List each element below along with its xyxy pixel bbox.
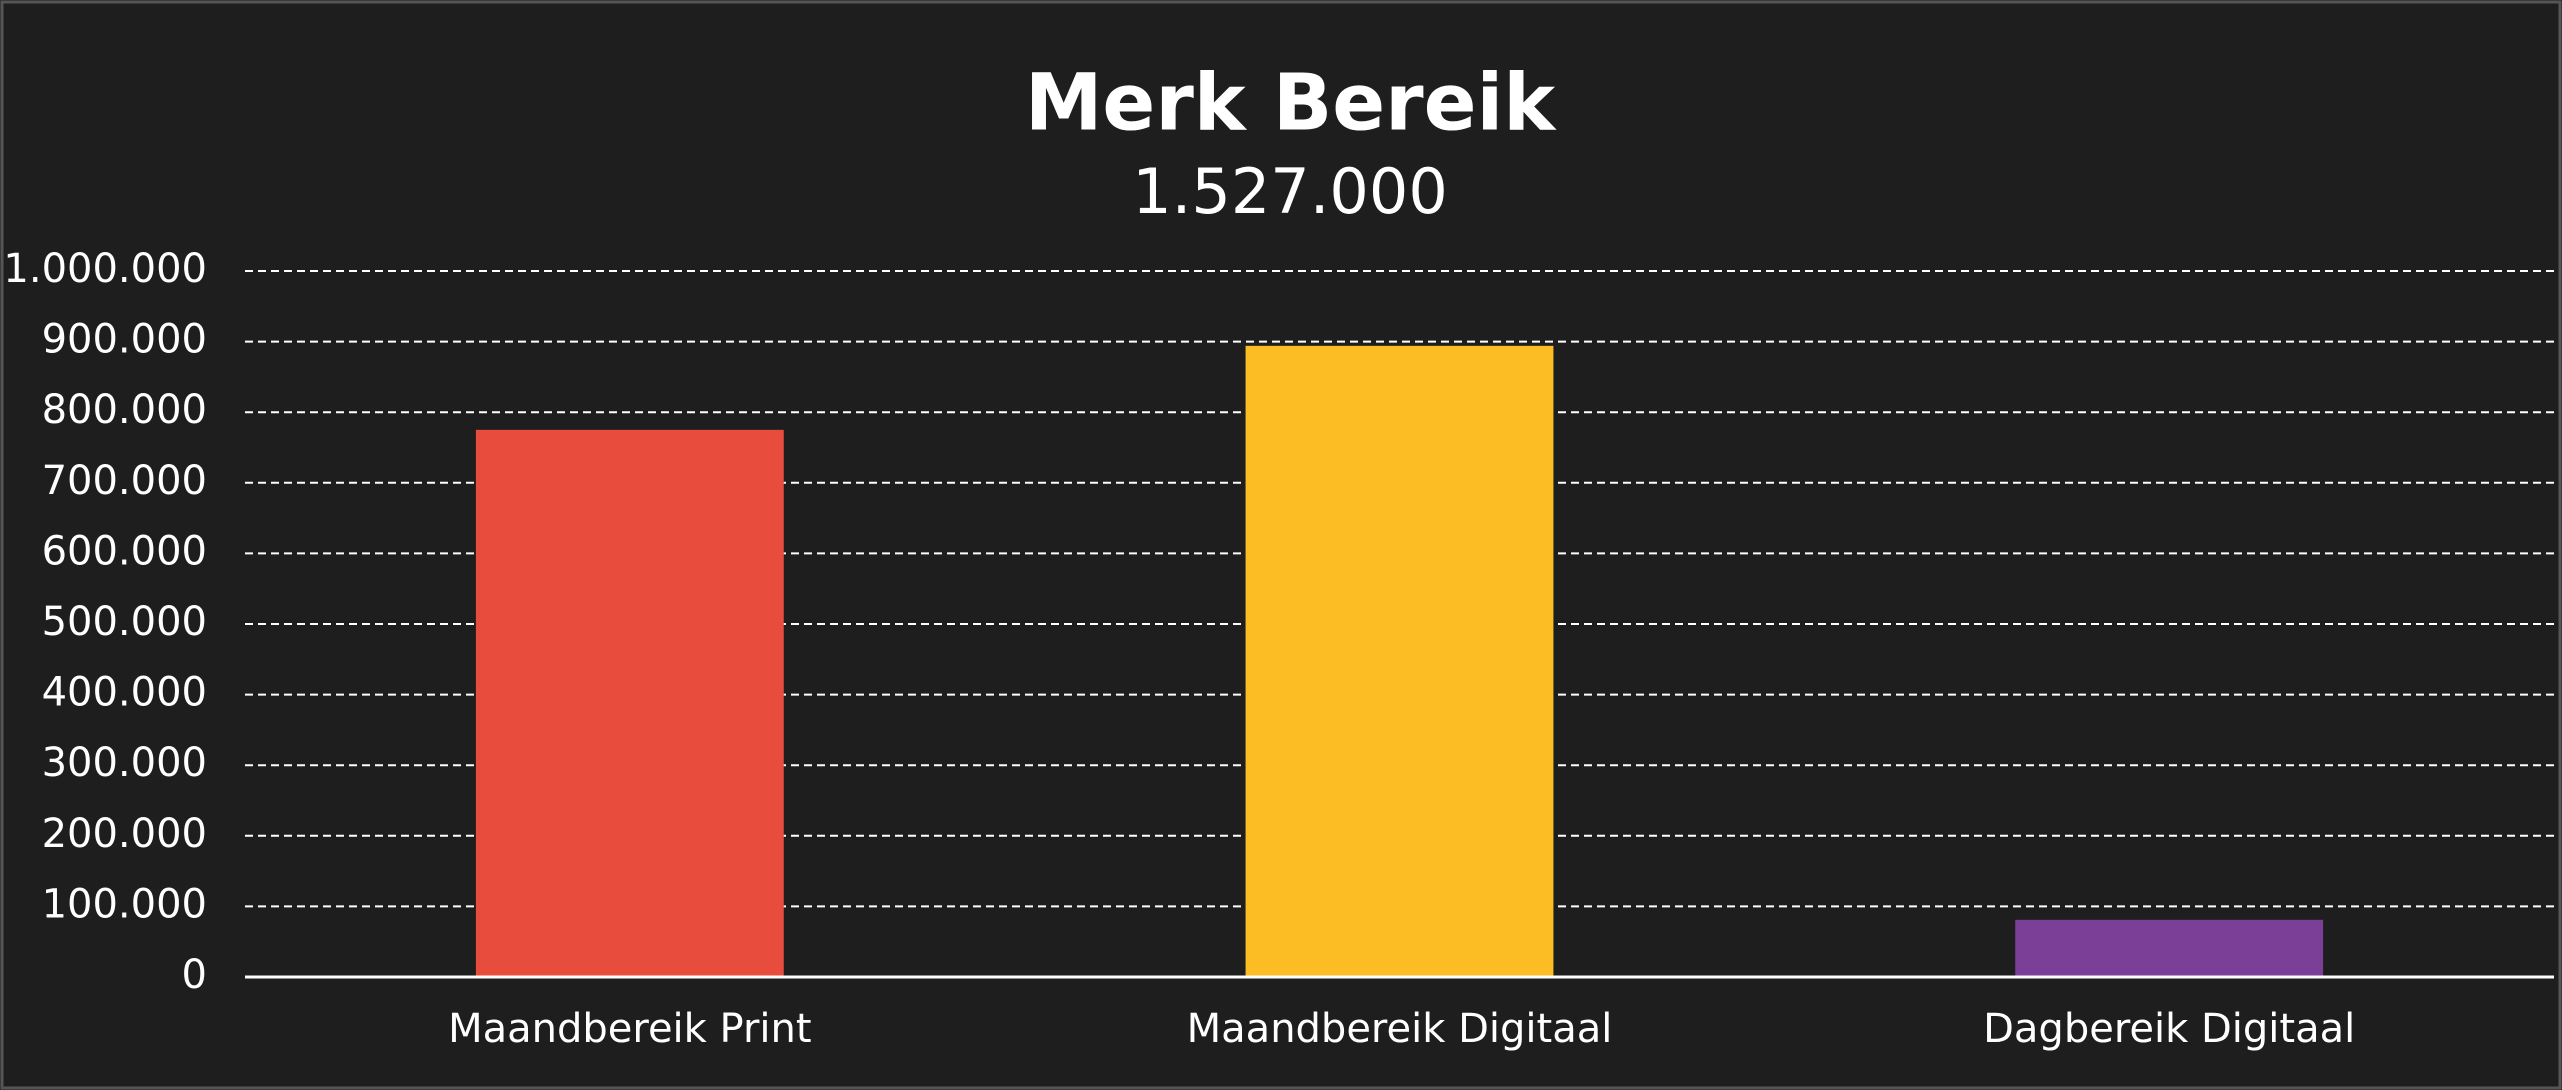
chart-title: Merk Bereik (1025, 58, 1557, 148)
bar (1245, 345, 1554, 977)
y-tick-label: 500.000 (42, 599, 207, 645)
y-tick-label: 600.000 (42, 528, 207, 574)
y-tick-label: 200.000 (42, 811, 207, 857)
chart-subtitle: 1.527.000 (1132, 155, 1448, 228)
bar (475, 429, 784, 978)
y-tick-label: 1.000.000 (3, 246, 207, 292)
y-tick-label: 400.000 (42, 670, 207, 716)
y-tick-label: 100.000 (42, 881, 207, 927)
x-tick-label: Maandbereik Digitaal (1187, 1006, 1613, 1052)
x-tick-label: Maandbereik Print (448, 1006, 811, 1052)
y-tick-label: 700.000 (42, 458, 207, 504)
y-tick-label: 300.000 (42, 740, 207, 786)
y-tick-label: 0 (182, 952, 207, 998)
x-tick-label: Dagbereik Digitaal (1983, 1006, 2355, 1052)
y-tick-label: 800.000 (42, 387, 207, 433)
bar (2015, 919, 2324, 977)
y-tick-label: 900.000 (42, 317, 207, 363)
